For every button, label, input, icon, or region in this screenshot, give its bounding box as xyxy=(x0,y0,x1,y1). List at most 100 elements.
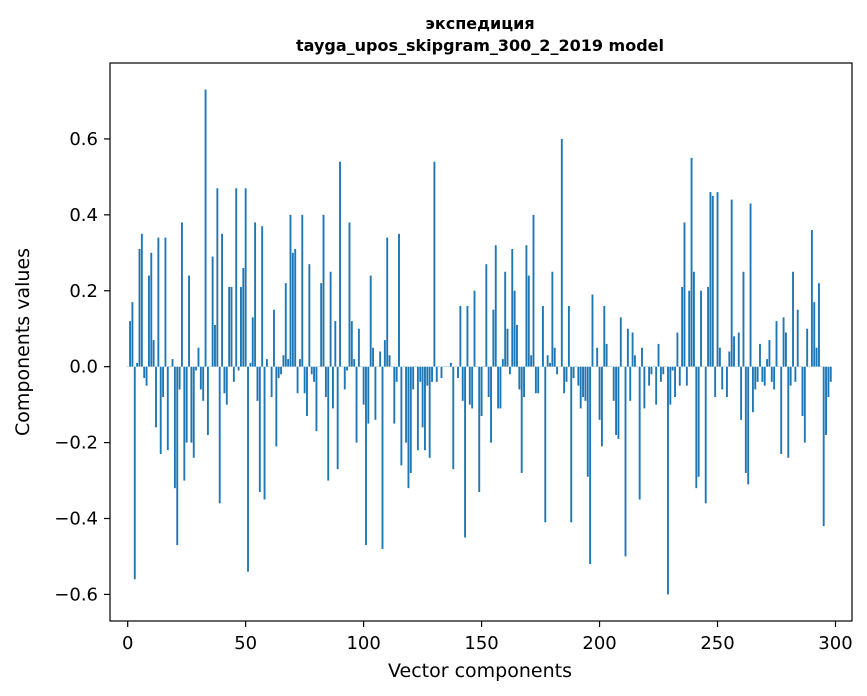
bar-275 xyxy=(775,321,778,367)
chart-title: экспедиция xyxy=(425,14,534,33)
bar-262 xyxy=(744,366,747,473)
bar-59 xyxy=(265,359,268,367)
bar-238 xyxy=(688,290,691,367)
bar-272 xyxy=(768,340,771,367)
bar-17 xyxy=(166,366,169,451)
bar-229 xyxy=(667,366,669,595)
bar-273 xyxy=(770,366,773,382)
bar-141 xyxy=(459,305,462,367)
bar-108 xyxy=(381,366,384,549)
bar-37 xyxy=(214,324,216,367)
bar-109 xyxy=(383,340,386,367)
bar-51 xyxy=(247,366,249,572)
bar-23 xyxy=(181,222,183,367)
bar-47 xyxy=(237,366,240,371)
bar-70 xyxy=(291,252,294,367)
bar-145 xyxy=(468,366,471,405)
bar-264 xyxy=(749,203,752,367)
bar-87 xyxy=(332,366,334,409)
bar-160 xyxy=(504,271,507,367)
bar-181 xyxy=(553,347,556,367)
bar-235 xyxy=(681,286,684,367)
bar-192 xyxy=(579,366,582,409)
bar-163 xyxy=(511,249,514,367)
bar-1 xyxy=(129,321,131,367)
bar-232 xyxy=(674,366,676,398)
bar-71 xyxy=(294,249,297,367)
y-tick-label-3: 0.0 xyxy=(69,357,98,378)
bar-219 xyxy=(643,366,646,409)
bar-130 xyxy=(433,161,436,367)
bar-202 xyxy=(603,305,606,367)
bar-113 xyxy=(393,366,396,424)
bar-55 xyxy=(256,366,259,401)
bar-184 xyxy=(560,138,563,367)
bar-63 xyxy=(275,366,278,447)
bar-266 xyxy=(754,366,757,390)
bar-174 xyxy=(537,366,540,394)
bar-167 xyxy=(520,366,523,473)
bar-4 xyxy=(136,362,139,367)
bar-140 xyxy=(457,366,459,379)
bar-66 xyxy=(282,355,285,367)
bar-290 xyxy=(810,230,813,367)
bar-239 xyxy=(690,157,693,367)
bar-297 xyxy=(827,366,830,398)
bar-98 xyxy=(357,328,360,367)
bar-187 xyxy=(567,305,570,367)
bar-226 xyxy=(659,366,662,382)
bar-286 xyxy=(801,366,804,417)
bar-31 xyxy=(199,366,202,390)
bar-111 xyxy=(388,355,391,367)
bar-208 xyxy=(617,366,620,439)
bar-20 xyxy=(173,366,176,489)
bars-group xyxy=(126,89,832,595)
x-axis-label: Vector components xyxy=(388,660,572,682)
bar-48 xyxy=(239,286,242,367)
bar-263 xyxy=(747,366,750,485)
bar-281 xyxy=(789,366,792,386)
bar-168 xyxy=(523,366,526,398)
bar-193 xyxy=(582,366,584,398)
bar-240 xyxy=(692,271,695,367)
bar-6 xyxy=(140,233,143,367)
bar-118 xyxy=(405,366,408,443)
bar-164 xyxy=(513,290,516,367)
bar-254 xyxy=(726,366,728,398)
bar-243 xyxy=(700,290,702,367)
bar-252 xyxy=(721,366,724,390)
bar-137 xyxy=(449,362,452,367)
bar-83 xyxy=(322,214,325,367)
bar-287 xyxy=(803,366,806,443)
bar-260 xyxy=(740,366,743,420)
bar-156 xyxy=(494,245,497,367)
bar-52 xyxy=(249,362,252,367)
bar-46 xyxy=(235,188,238,367)
x-tick-label-250: 250 xyxy=(700,633,734,654)
bar-154 xyxy=(490,366,492,443)
bar-255 xyxy=(728,351,731,367)
bar-179 xyxy=(549,362,551,367)
bar-127 xyxy=(426,366,429,386)
bar-248 xyxy=(711,195,714,367)
bar-200 xyxy=(598,366,601,420)
bar-116 xyxy=(400,366,403,466)
bar-128 xyxy=(428,366,431,458)
y-axis-label: Components values xyxy=(12,248,34,436)
bar-280 xyxy=(787,366,790,458)
x-axis-ticks: 0 50 100 150 200 250 300 xyxy=(122,621,853,654)
bar-114 xyxy=(395,366,398,382)
bar-283 xyxy=(794,366,797,382)
bar-227 xyxy=(662,366,665,375)
y-tick-label-6: 0.6 xyxy=(69,129,98,150)
bar-162 xyxy=(508,366,511,375)
bar-32 xyxy=(202,366,205,401)
bar-279 xyxy=(784,332,787,367)
bar-152 xyxy=(485,264,488,367)
bar-225 xyxy=(657,343,660,367)
bar-165 xyxy=(516,324,518,367)
bar-92 xyxy=(343,366,346,390)
bar-296 xyxy=(825,366,827,435)
bar-101 xyxy=(365,366,367,546)
bar-110 xyxy=(386,237,389,367)
